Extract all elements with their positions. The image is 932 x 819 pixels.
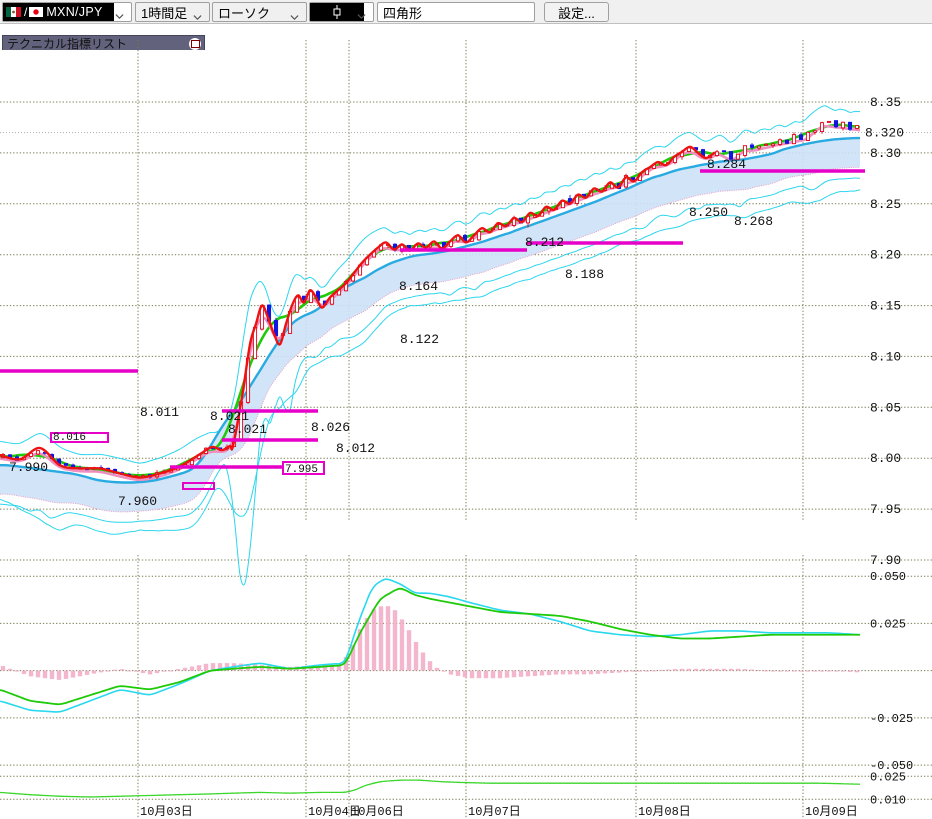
svg-text:8.10: 8.10	[870, 349, 901, 364]
svg-text:10月08日: 10月08日	[638, 805, 691, 819]
svg-text:7.960: 7.960	[118, 494, 157, 509]
svg-text:8.012: 8.012	[336, 441, 375, 456]
svg-text:10月07日: 10月07日	[468, 805, 521, 819]
svg-text:8.016: 8.016	[53, 432, 86, 444]
svg-text:0.025: 0.025	[870, 617, 906, 631]
svg-text:8.284: 8.284	[707, 157, 746, 172]
svg-text:8.212: 8.212	[525, 235, 564, 250]
svg-text:0.050: 0.050	[870, 570, 906, 584]
svg-text:8.188: 8.188	[565, 267, 604, 282]
svg-text:8.15: 8.15	[870, 299, 901, 314]
svg-text:8.320: 8.320	[865, 126, 904, 141]
svg-text:8.20: 8.20	[870, 248, 901, 263]
svg-text:8.122: 8.122	[400, 332, 439, 347]
svg-text:10月06日: 10月06日	[351, 805, 404, 819]
svg-text:8.250: 8.250	[689, 205, 728, 220]
svg-text:8.021: 8.021	[228, 422, 267, 437]
svg-text:8.30: 8.30	[870, 146, 901, 161]
svg-text:8.05: 8.05	[870, 400, 901, 415]
svg-text:0.010: 0.010	[870, 793, 906, 807]
svg-text:8.011: 8.011	[140, 405, 179, 420]
svg-text:8.00: 8.00	[870, 451, 901, 466]
svg-text:7.990: 7.990	[9, 460, 48, 475]
svg-text:7.995: 7.995	[285, 464, 318, 476]
svg-text:10月09日: 10月09日	[805, 805, 858, 819]
svg-text:8.25: 8.25	[870, 197, 901, 212]
svg-text:8.35: 8.35	[870, 95, 901, 110]
svg-text:8.268: 8.268	[734, 214, 773, 229]
svg-text:8.164: 8.164	[399, 279, 438, 294]
svg-text:10月03日: 10月03日	[140, 805, 193, 819]
svg-text:-0.025: -0.025	[870, 712, 913, 726]
svg-text:0.025: 0.025	[870, 770, 906, 784]
svg-text:8.026: 8.026	[311, 420, 350, 435]
svg-text:7.95: 7.95	[870, 502, 901, 517]
